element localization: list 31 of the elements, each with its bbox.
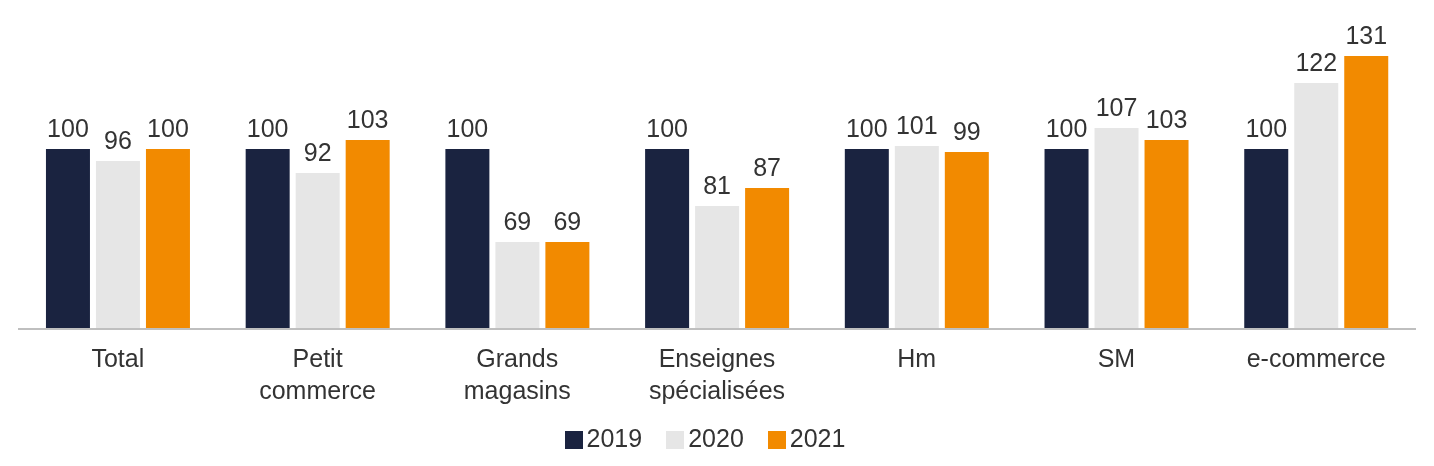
data-label: 100 (646, 114, 688, 142)
legend-label: 2019 (586, 424, 643, 452)
data-label: 107 (1095, 93, 1138, 121)
data-label: 87 (753, 153, 782, 181)
x-tick-label: Hm (897, 344, 937, 372)
x-tick-label: SM (1097, 344, 1136, 372)
data-label: 96 (104, 126, 132, 154)
data-label: 81 (703, 171, 732, 199)
legend-label: 2020 (688, 424, 744, 452)
legend-label: 2021 (789, 424, 846, 452)
data-label: 69 (553, 207, 582, 235)
x-tick-label: Grands magasins (463, 344, 571, 404)
data-label: 101 (895, 111, 938, 139)
data-label: 131 (1345, 21, 1388, 49)
data-label: 100 (147, 114, 189, 142)
data-label: 100 (246, 114, 289, 142)
data-label: 122 (1295, 48, 1338, 76)
data-label: 100 (446, 114, 489, 142)
data-label: 100 (1045, 114, 1088, 142)
x-tick-label: Total (91, 344, 145, 372)
data-label: 103 (1145, 105, 1188, 133)
data-label: 103 (346, 105, 389, 133)
data-label: 100 (47, 114, 89, 142)
x-tick-label: e-commerce (1246, 344, 1386, 372)
data-label: 99 (952, 117, 981, 145)
x-tick-label: Petit commerce (259, 344, 376, 404)
data-label: 92 (303, 138, 332, 166)
data-label: 69 (503, 207, 532, 235)
x-tick-label: Enseignes spécialisées (648, 344, 786, 404)
data-label: 100 (1245, 114, 1288, 142)
data-label: 100 (845, 114, 888, 142)
